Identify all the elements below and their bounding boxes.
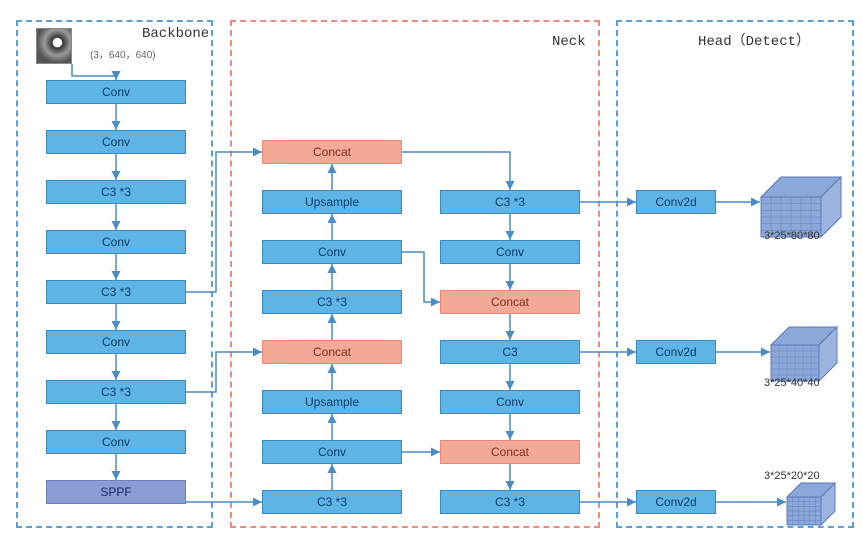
neck_col2-m7: C3 *3 [440, 490, 580, 514]
head-label: Head（Detect） [698, 30, 810, 50]
backbone-b4: Conv [46, 230, 186, 254]
neck-label: Neck [552, 34, 586, 50]
head-section [616, 20, 854, 528]
tensor-box-0 [760, 176, 842, 238]
backbone-b6: Conv [46, 330, 186, 354]
neck_col2-m4: C3 [440, 340, 580, 364]
neck_col2-m1: C3 *3 [440, 190, 580, 214]
tensor-label-2: 3*25*20*20 [764, 470, 820, 482]
neck_col2-m2: Conv [440, 240, 580, 264]
backbone-b5: C3 *3 [46, 280, 186, 304]
head_col-h3: Conv2d [636, 490, 716, 514]
backbone-b9: SPPF [46, 480, 186, 504]
head_col-h1: Conv2d [636, 190, 716, 214]
neck_col1-n4: C3 *3 [262, 290, 402, 314]
backbone-b1: Conv [46, 80, 186, 104]
tensor-box-1 [770, 326, 838, 382]
backbone-b3: C3 *3 [46, 180, 186, 204]
head_col-h2: Conv2d [636, 340, 716, 364]
neck_col1-n6: Upsample [262, 390, 402, 414]
tensor-box-2 [786, 482, 836, 526]
backbone-label: Backbone [142, 26, 209, 42]
backbone-b2: Conv [46, 130, 186, 154]
neck_col1-n1: Concat [262, 140, 402, 164]
neck_col2-m3: Concat [440, 290, 580, 314]
tensor-label-0: 3*25*80*80 [764, 230, 820, 242]
neck_col2-m6: Concat [440, 440, 580, 464]
input-image-icon [36, 28, 72, 64]
input-shape-label: (3，640，640) [90, 46, 156, 61]
neck_col1-n7: Conv [262, 440, 402, 464]
backbone-b7: C3 *3 [46, 380, 186, 404]
neck_col1-n3: Conv [262, 240, 402, 264]
backbone-b8: Conv [46, 430, 186, 454]
neck_col2-m5: Conv [440, 390, 580, 414]
neck_col1-n8: C3 *3 [262, 490, 402, 514]
tensor-label-1: 3*25*40*40 [764, 377, 820, 389]
neck_col1-n5: Concat [262, 340, 402, 364]
neck_col1-n2: Upsample [262, 190, 402, 214]
